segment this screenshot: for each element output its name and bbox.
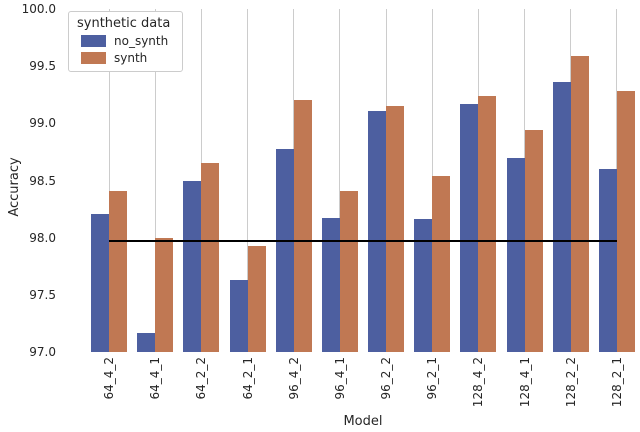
bar-synth-96_2_1 — [432, 175, 451, 352]
x-tick-cell: 96_4_2 — [271, 357, 317, 415]
bar-group-128_4_1 — [502, 9, 548, 352]
x-tick-cell: 64_2_1 — [225, 357, 271, 415]
bar-synth-64_4_2 — [109, 190, 128, 352]
bar-no_synth-96_2_1 — [414, 219, 433, 352]
gridline — [339, 9, 341, 352]
y-tick-label: 97.5 — [29, 287, 56, 302]
x-tick-label: 128_2_1 — [609, 357, 624, 408]
x-tick-cell: 96_2_2 — [363, 357, 409, 415]
y-tick-label: 100.0 — [21, 2, 56, 16]
x-tick-label: 96_2_1 — [425, 357, 440, 400]
legend-label: no_synth — [114, 34, 169, 48]
x-tick-label: 64_4_1 — [148, 357, 163, 400]
bar-group-64_4_1 — [132, 9, 178, 352]
bar-no_synth-64_2_2 — [183, 180, 202, 352]
y-axis-ticks: 100.0 99.5 99.0 98.5 98.0 97.5 97.0 — [0, 0, 58, 432]
gridline — [108, 9, 110, 352]
y-tick-label: 98.5 — [29, 173, 56, 188]
x-tick-cell: 64_2_2 — [178, 357, 224, 415]
bar-group-64_4_2 — [86, 9, 132, 352]
x-tick-label: 64_2_2 — [194, 357, 209, 400]
bar-synth-128_2_2 — [570, 55, 589, 352]
bar-group-96_4_2 — [271, 9, 317, 352]
bar-series — [86, 9, 640, 352]
y-tick-label: 99.0 — [29, 116, 56, 131]
x-tick-cell: 128_2_2 — [548, 357, 594, 415]
x-tick-label: 128_4_2 — [471, 357, 486, 408]
bar-synth-96_4_2 — [293, 100, 312, 352]
x-tick-label: 64_2_1 — [240, 357, 255, 400]
bar-synth-64_4_1 — [155, 237, 174, 352]
bar-synth-128_4_2 — [478, 95, 497, 352]
x-tick-label: 96_4_2 — [286, 357, 301, 400]
reference-line — [109, 240, 617, 243]
x-tick-label: 128_4_1 — [517, 357, 532, 408]
x-tick-cell: 128_4_2 — [455, 357, 501, 415]
gridline — [154, 9, 156, 352]
x-tick-cell: 128_4_1 — [502, 357, 548, 415]
bar-synth-64_2_2 — [201, 163, 220, 352]
bar-no_synth-128_4_2 — [460, 103, 479, 352]
x-tick-label: 64_4_2 — [102, 357, 117, 400]
x-axis-title: Model — [343, 414, 383, 429]
bar-no_synth-64_4_2 — [91, 213, 110, 352]
y-tick-label: 97.0 — [29, 345, 56, 359]
legend-swatch-icon — [81, 35, 106, 47]
bar-synth-64_2_1 — [247, 245, 266, 352]
x-tick-cell: 128_2_1 — [594, 357, 640, 415]
bar-no_synth-64_4_1 — [137, 332, 156, 352]
x-tick-label: 96_4_1 — [332, 357, 347, 400]
legend-title: synthetic data — [77, 16, 171, 31]
bar-no_synth-96_4_2 — [275, 148, 294, 352]
x-tick-label: 96_2_2 — [379, 357, 394, 400]
bar-group-128_2_1 — [594, 9, 640, 352]
x-axis-ticks: 64_4_2 64_4_1 64_2_2 64_2_1 96_4_2 96_4_1 96_2… — [86, 357, 640, 415]
bar-no_synth-128_2_2 — [552, 82, 571, 352]
bar-group-96_2_1 — [409, 9, 455, 352]
gridline — [247, 9, 249, 352]
bar-group-128_2_2 — [548, 9, 594, 352]
x-tick-cell: 96_2_1 — [409, 357, 455, 415]
legend-label: synth — [114, 51, 148, 65]
bar-no_synth-96_2_2 — [368, 110, 387, 352]
bar-no_synth-128_4_1 — [506, 157, 525, 352]
bar-synth-96_2_2 — [386, 106, 405, 352]
bar-group-64_2_1 — [225, 9, 271, 352]
bar-group-96_4_1 — [317, 9, 363, 352]
bar-synth-96_4_1 — [339, 190, 358, 352]
legend-item-synth: synth — [81, 51, 170, 65]
y-tick-label: 98.0 — [29, 230, 56, 245]
bar-no_synth-64_2_1 — [229, 279, 248, 352]
bar-group-96_2_2 — [363, 9, 409, 352]
x-tick-cell: 64_4_2 — [86, 357, 132, 415]
bar-synth-128_2_1 — [616, 91, 635, 352]
bar-group-64_2_2 — [178, 9, 224, 352]
legend-item-no_synth: no_synth — [81, 34, 170, 48]
x-tick-label: 128_2_2 — [563, 357, 578, 408]
y-tick-label: 99.5 — [29, 59, 56, 74]
bar-group-128_4_2 — [455, 9, 501, 352]
legend-swatch-icon — [81, 52, 106, 64]
x-tick-cell: 64_4_1 — [132, 357, 178, 415]
x-tick-cell: 96_4_1 — [317, 357, 363, 415]
bar-no_synth-128_2_1 — [598, 169, 617, 352]
bar-no_synth-96_4_1 — [321, 218, 340, 352]
gridline — [431, 9, 433, 352]
